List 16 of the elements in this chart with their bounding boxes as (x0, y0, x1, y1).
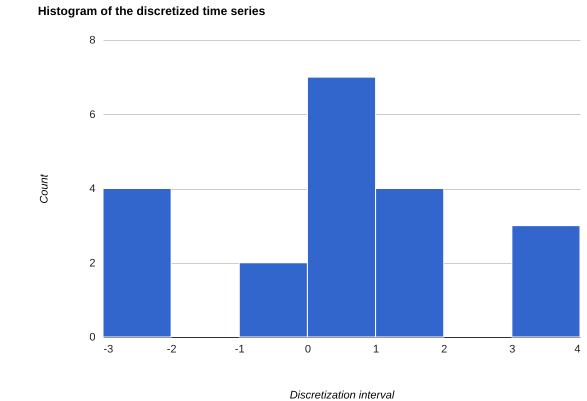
y-tick-label: 8 (89, 34, 96, 46)
x-tick-label: 3 (509, 344, 516, 356)
y-tick-label: 6 (89, 108, 96, 121)
chart-title: Histogram of the discretized time series (38, 4, 266, 18)
x-tick-label: -1 (234, 344, 245, 356)
x-tick-label: 2 (441, 344, 448, 356)
x-tick-label: 0 (304, 344, 311, 356)
x-tick-label: -2 (166, 344, 177, 356)
x-tick-label: -3 (104, 344, 114, 356)
y-tick-label: 0 (89, 332, 96, 344)
x-axis-title: Discretization interval (290, 390, 395, 401)
y-axis-title: Count (38, 173, 50, 204)
y-tick-label: 2 (89, 257, 96, 270)
y-tick-label: 4 (89, 183, 96, 195)
x-tick-label: 4 (574, 344, 580, 356)
x-tick-label: 1 (373, 344, 380, 356)
